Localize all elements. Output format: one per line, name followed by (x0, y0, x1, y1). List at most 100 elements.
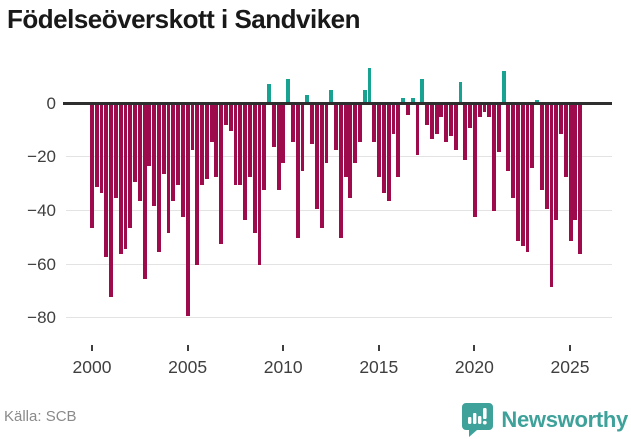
bar-negative (224, 104, 228, 126)
bar-negative (190, 104, 195, 150)
bar-negative (166, 104, 171, 233)
bar-negative (343, 104, 348, 177)
bar-negative (506, 104, 511, 172)
bar-negative (133, 104, 137, 182)
bar-positive (420, 78, 425, 103)
source-label: Källa: SCB (4, 408, 77, 425)
bar-negative (104, 104, 109, 258)
bar-negative (338, 104, 343, 239)
x-axis-tick (282, 345, 285, 351)
bar-negative (281, 104, 286, 164)
bar-negative (530, 104, 535, 169)
bar-positive (267, 84, 271, 103)
bar-negative (109, 104, 113, 298)
bar-negative (573, 104, 578, 220)
newsworthy-logo: Newsworthy (461, 402, 628, 437)
bar-negative (276, 104, 281, 190)
bar-negative (439, 104, 444, 118)
gridline (66, 317, 612, 319)
bar-negative (554, 104, 559, 220)
bar-negative (200, 104, 204, 185)
bar-negative (472, 104, 477, 217)
bar-negative (257, 104, 262, 266)
bar-negative (118, 104, 123, 255)
bar-negative (214, 104, 219, 177)
x-axis-label: 2015 (359, 357, 399, 377)
bar-positive (362, 89, 367, 103)
bar-negative (123, 104, 128, 250)
bar-positive (329, 89, 334, 103)
bar-negative (113, 104, 118, 199)
x-axis-tick (91, 345, 93, 351)
bar-positive (401, 97, 405, 103)
bar-negative (415, 104, 420, 156)
y-axis-label: −40 (27, 200, 56, 220)
x-axis-tick (569, 345, 571, 351)
bar-negative (434, 104, 439, 134)
bar-negative (161, 104, 166, 174)
bar-positive (305, 94, 310, 103)
bar-negative (544, 104, 549, 209)
bar-negative (377, 104, 382, 177)
bar-negative (429, 104, 434, 139)
bar-negative (405, 104, 410, 115)
bar-negative (444, 104, 449, 142)
bar-negative (180, 104, 185, 217)
bar-negative (353, 104, 358, 164)
bar-negative (358, 104, 362, 142)
bar-negative (516, 104, 520, 242)
bar-negative (511, 104, 516, 199)
bar-negative (525, 104, 530, 252)
bar-negative (142, 104, 147, 279)
bar-negative (386, 104, 391, 201)
bar-negative (563, 104, 568, 177)
x-axis-tick (377, 345, 380, 351)
x-axis-tick (473, 345, 476, 351)
bar-positive (286, 78, 291, 103)
bar-negative (382, 104, 386, 193)
bar-negative (482, 104, 487, 113)
bar-positive (501, 70, 506, 103)
bar-negative (568, 104, 573, 242)
bar-negative (449, 104, 453, 137)
bar-negative (295, 104, 300, 239)
gridline (66, 263, 612, 265)
bar-negative (176, 104, 180, 185)
bar-negative (204, 104, 209, 180)
bar-negative (520, 104, 525, 247)
bar-negative (228, 104, 233, 131)
bar-negative (262, 104, 267, 190)
bar-negative (219, 104, 224, 244)
bar-negative (147, 104, 152, 166)
x-axis-label: 2020 (454, 357, 494, 377)
bar-negative (496, 104, 501, 153)
bar-negative (271, 104, 276, 147)
bar-negative (539, 104, 544, 190)
bar-negative (300, 104, 305, 172)
bar-negative (487, 104, 492, 118)
bar-negative (324, 104, 329, 164)
bar-negative (238, 104, 243, 185)
bar-positive (458, 81, 463, 103)
bar-negative (396, 104, 401, 177)
bar-negative (243, 104, 248, 220)
bar-negative (247, 104, 252, 177)
bar-negative (348, 104, 353, 199)
zero-line (63, 101, 612, 105)
page-title: Födelseöverskott i Sandviken (7, 4, 361, 34)
bar-negative (319, 104, 324, 228)
x-axis-label: 2010 (263, 357, 303, 377)
x-axis-label: 2025 (550, 357, 590, 377)
bar-positive (367, 68, 372, 103)
bar-negative (559, 104, 563, 134)
newsworthy-wordmark: Newsworthy (501, 406, 628, 432)
y-axis-label: −80 (27, 308, 56, 328)
bar-negative (128, 104, 133, 228)
bar-negative (171, 104, 176, 201)
bar-negative (310, 104, 315, 145)
bar-negative (425, 104, 429, 126)
bar-negative (391, 104, 396, 134)
bar-negative (94, 104, 99, 188)
x-axis-tick (186, 345, 189, 351)
